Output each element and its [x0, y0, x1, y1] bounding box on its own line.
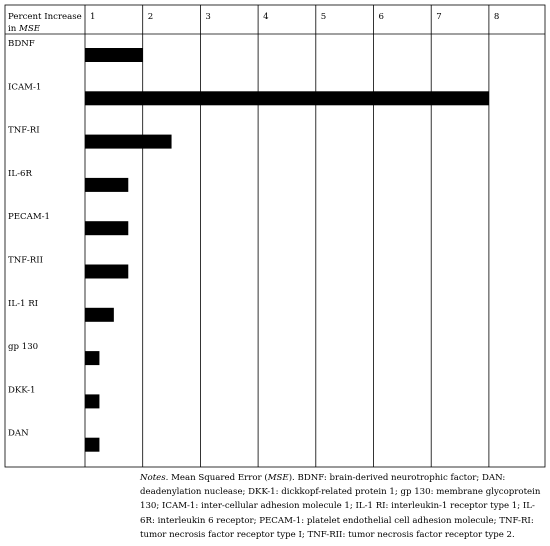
category-label: gp 130: [8, 342, 38, 352]
bar-il-1-ri: [85, 307, 114, 322]
x-tick-label-3: 3: [205, 12, 210, 22]
category-labels: BDNF ICAM-1 TNF-RI IL-6R PECAM-1 TNF-RII IL-1 …: [8, 39, 50, 439]
notes-lead: Notes.: [140, 473, 169, 483]
x-tick-label-7: 7: [436, 12, 441, 22]
x-tick-label-8: 8: [494, 12, 499, 22]
x-tick-labels: 1 2 3 4 5 6 7 8: [90, 12, 499, 22]
bar-gp-130: [85, 351, 100, 366]
category-label: BDNF: [8, 39, 35, 49]
category-label: PECAM-1: [8, 212, 50, 222]
bar-pecam-1: [85, 221, 129, 236]
category-label: TNF-RII: [8, 256, 43, 266]
notes-body: ). BDNF: brain-derived neurotrophic fact…: [140, 473, 541, 540]
x-tick-label-2: 2: [148, 12, 153, 22]
category-label: IL-1 RI: [8, 299, 38, 309]
category-label: DAN: [8, 429, 29, 439]
bar-tnf-rii: [85, 264, 129, 279]
bar-bdnf: [85, 48, 143, 62]
chart-header: Percent Increase in MSE: [8, 12, 82, 34]
x-tick-label-1: 1: [90, 12, 95, 22]
category-label: TNF-RI: [8, 126, 40, 136]
bar-dkk-1: [85, 394, 100, 409]
feature-importance-chart: Percent Increase in MSE 1 2 3 4 5 6 7 8 BDNF ICA…: [4, 4, 546, 468]
category-label: IL-6R: [8, 169, 32, 179]
chart-border: [4, 4, 546, 468]
x-tick-label-4: 4: [263, 12, 269, 22]
bar-icam-1: [85, 91, 489, 106]
header-label-line2: in MSE: [8, 24, 41, 34]
bar-tnf-ri: [85, 134, 172, 149]
chart-grid: [4, 4, 546, 468]
chart-notes: Notes. Mean Squared Error (MSE). BDNF: b…: [140, 471, 545, 542]
category-label: DKK-1: [8, 385, 35, 395]
category-label: ICAM-1: [8, 82, 41, 92]
bar-il-6r: [85, 177, 129, 192]
header-label-mse: MSE: [18, 24, 41, 34]
header-label-in: in: [8, 24, 19, 34]
x-tick-label-6: 6: [379, 12, 384, 22]
notes-mid: Mean Squared Error (: [168, 473, 268, 483]
x-tick-label-5: 5: [321, 12, 326, 22]
bars: [85, 48, 489, 452]
header-label-line1: Percent Increase: [8, 12, 82, 22]
notes-mse: MSE: [267, 473, 289, 483]
bar-dan: [85, 437, 100, 452]
